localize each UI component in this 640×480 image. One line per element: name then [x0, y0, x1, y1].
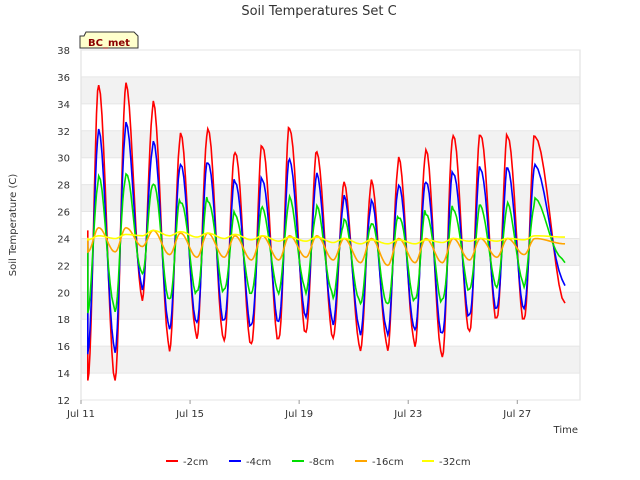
legend-label: -4cm [246, 457, 271, 468]
y-tick-label: 34 [57, 100, 70, 111]
y-axis-label: Soil Temperature (C) [8, 174, 19, 277]
grid-band [81, 184, 580, 212]
grid-band [81, 346, 580, 374]
y-tick-label: 30 [57, 154, 70, 165]
x-axis-label: Time [553, 425, 578, 436]
x-tick-label: Jul 23 [393, 409, 422, 420]
legend-label: -2cm [183, 457, 208, 468]
y-tick-label: 32 [57, 127, 70, 138]
y-tick-label: 24 [57, 234, 70, 245]
station-badge: BC_met [79, 31, 139, 49]
x-tick-label: Jul 11 [66, 409, 95, 420]
x-tick-label: Jul 15 [175, 409, 204, 420]
x-axis-ticks: Jul 11 Jul 15 Jul 19 Jul 23 Jul 27 [66, 400, 531, 420]
legend-label: -8cm [309, 457, 334, 468]
grid-band [81, 130, 580, 158]
y-tick-label: 12 [57, 396, 70, 407]
y-tick-label: 20 [57, 288, 70, 299]
badge-label: BC_met [88, 38, 130, 49]
legend-label: -32cm [439, 457, 471, 468]
grid-band [81, 76, 580, 104]
plot-bands [81, 76, 580, 374]
x-tick-label: Jul 27 [502, 409, 531, 420]
legend: -2cm -4cm -8cm -16cm -32cm [166, 457, 471, 468]
y-tick-label: 16 [57, 342, 70, 353]
y-tick-label: 26 [57, 208, 70, 219]
y-tick-label: 38 [57, 46, 70, 57]
series-line-minus-32cm [87, 229, 565, 245]
legend-label: -16cm [372, 457, 404, 468]
y-tick-label: 14 [57, 369, 70, 380]
y-tick-label: 28 [57, 181, 70, 192]
y-tick-label: 22 [57, 261, 70, 272]
series-lines [87, 82, 566, 381]
chart-title: Soil Temperatures Set C [241, 4, 396, 19]
x-tick-label: Jul 19 [284, 409, 313, 420]
y-tick-label: 36 [57, 73, 70, 84]
y-tick-label: 18 [57, 315, 70, 326]
